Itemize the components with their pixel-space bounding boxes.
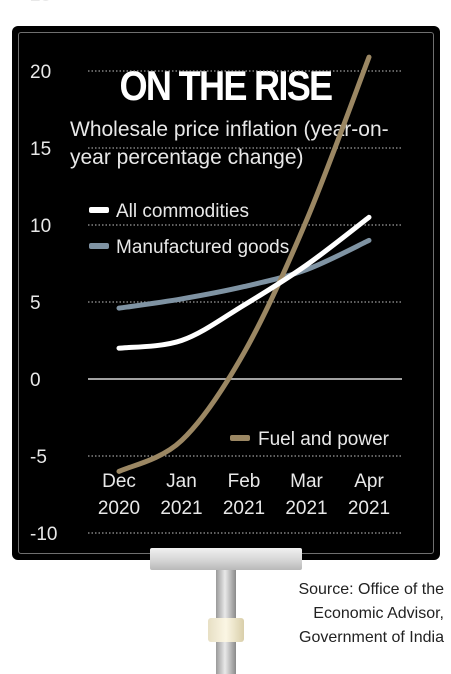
x-tick-label-month: Mar [290, 471, 323, 492]
y-tick-label: 10 [30, 216, 51, 237]
x-tick-label-year: 2020 [98, 498, 140, 519]
y-tick-label: 20 [30, 62, 51, 83]
y-tick-label: -10 [30, 524, 57, 545]
x-tick-label-year: 2021 [348, 498, 390, 519]
x-tick-label-year: 2021 [285, 498, 327, 519]
chart-subtitle: Wholesale price inflation (year-on-year … [70, 118, 389, 169]
legend-swatch-fuel-and-power [230, 435, 250, 441]
x-tick-label-month: Dec [102, 471, 136, 492]
legend-label-fuel-and-power: Fuel and power [258, 429, 390, 450]
x-tick-label-month: Feb [228, 471, 261, 492]
series-line-manufactured-goods [116, 237, 372, 311]
x-tick-label-month: Apr [354, 471, 384, 492]
source-note: Source: Office of the Economic Advisor, … [298, 581, 444, 646]
x-tick-label-month: Jan [166, 471, 197, 492]
x-tick-label-year: 2021 [223, 498, 265, 519]
stand-crossbar [150, 548, 302, 570]
x-tick-label-year: 2021 [160, 498, 202, 519]
y-tick-label: 25 [30, 0, 51, 6]
legend-swatch-all-commodities [89, 207, 109, 213]
legend-label-manufactured-goods: Manufactured goods [116, 237, 289, 258]
y-tick-label: 5 [30, 293, 41, 314]
y-tick-label: -5 [30, 447, 47, 468]
legend-swatch-manufactured-goods [89, 243, 109, 249]
y-tick-label: 0 [30, 370, 41, 391]
y-tick-label: 15 [30, 139, 51, 160]
legend-label-all-commodities: All commodities [116, 201, 249, 222]
chart-title: ON THE RISE [119, 62, 334, 109]
series-line-all-commodities [116, 214, 372, 351]
series-line-fuel-and-power [116, 54, 372, 474]
stand-clamp [208, 618, 244, 642]
